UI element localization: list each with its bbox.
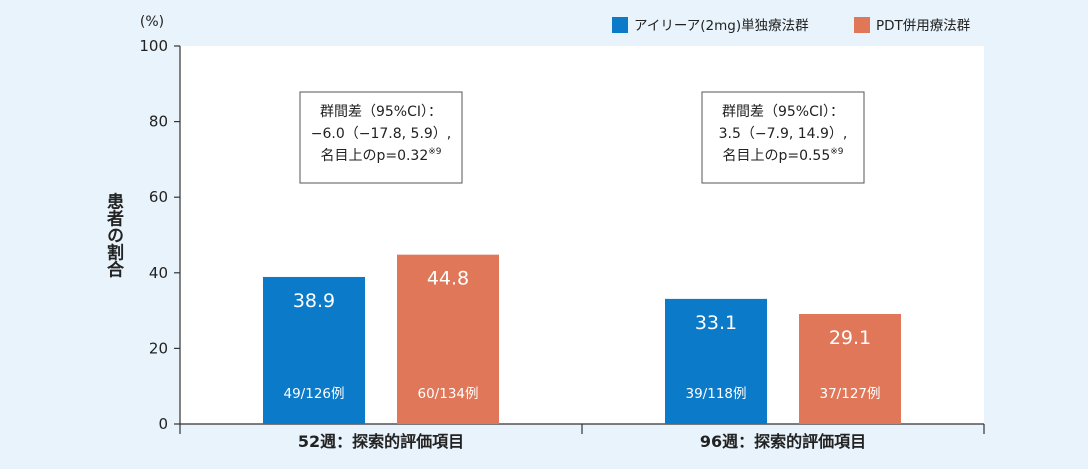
bar-n-label: 49/126例 (284, 386, 345, 402)
unit-label: (%) (140, 14, 164, 30)
bar-value-label: 33.1 (695, 312, 737, 334)
legend: アイリーア(2mg)単独療法群 PDT併用療法群 (612, 17, 971, 34)
bar-value-label: 38.9 (293, 290, 335, 312)
y-tick-label: 40 (149, 264, 168, 282)
bar-value-label: 44.8 (427, 268, 469, 290)
bar-n-label: 37/127例 (820, 386, 881, 402)
x-category-label: 96週：探索的評価項目 (700, 432, 866, 451)
legend-swatch (612, 17, 628, 33)
annotation-line: 群間差（95%CI）： (722, 104, 844, 120)
legend-label: PDT併用療法群 (876, 17, 971, 34)
footnote-marker: ※9 (428, 147, 442, 157)
annotation-line: −6.0（−17.8, 5.9）, (311, 126, 452, 142)
axes: 0 20 40 60 80 100 52週：探索的評価項目 96週：探索的評価項目 (139, 37, 985, 451)
legend-label: アイリーア(2mg)単独療法群 (634, 17, 809, 34)
annotation-line: 群間差（95%CI）： (320, 104, 442, 120)
y-tick-label: 60 (149, 188, 168, 206)
footnote-marker: ※9 (830, 147, 844, 157)
y-axis-label: 患者の割合 (103, 192, 125, 278)
y-tick-label: 80 (149, 113, 168, 131)
y-tick-label: 100 (139, 37, 168, 55)
annotation-line: 名目上のp=0.55※9 (722, 147, 843, 164)
annotation-line: 名目上のp=0.32※9 (320, 147, 441, 164)
y-tick-label: 0 (158, 415, 168, 433)
bar (263, 276, 365, 424)
legend-swatch (854, 17, 870, 33)
bar-value-label: 29.1 (829, 327, 871, 349)
annotation-box (701, 91, 865, 184)
annotation-line: 3.5（−7.9, 14.9）, (719, 126, 848, 142)
bar-n-label: 39/118例 (686, 386, 747, 402)
y-tick-label: 20 (149, 339, 168, 357)
x-category-label: 52週：探索的評価項目 (298, 432, 464, 451)
bar (799, 314, 901, 424)
annotations: 群間差（95%CI）： −6.0（−17.8, 5.9）, 名目上のp=0.32※9… (299, 91, 865, 184)
bar-n-label: 60/134例 (418, 386, 479, 402)
bars: 38.9 49/126例 44.8 60/134例 33.1 39/118例 29.1 37/… (263, 254, 901, 424)
bar (397, 254, 499, 424)
bar (665, 298, 767, 424)
annotation-box (299, 91, 463, 184)
